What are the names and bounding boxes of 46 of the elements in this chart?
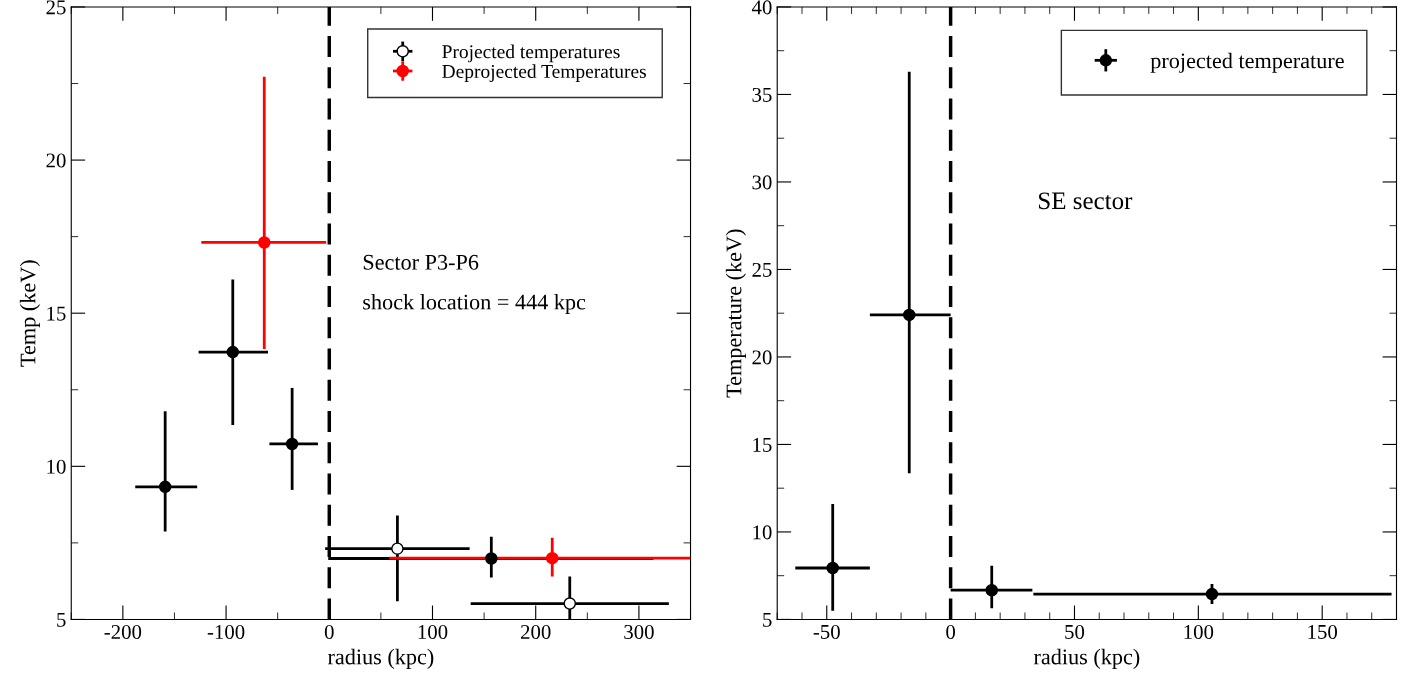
point — [391, 542, 404, 555]
x-axis-title: radius (kpc) — [1033, 648, 1140, 669]
y-tick-label: 10 — [47, 459, 66, 474]
point — [1205, 587, 1219, 601]
x-tick-label: 150 — [1308, 624, 1338, 639]
y-axis-title: Temp (keV) — [19, 260, 40, 367]
y-tick-label: 25 — [46, 0, 66, 15]
y-tick-label: 30 — [752, 175, 772, 190]
point — [826, 561, 839, 575]
y-tick-label: 10 — [753, 525, 772, 540]
y-axis-title: Temperature (keV) — [725, 229, 746, 398]
x-tick-label: 50 — [1065, 624, 1085, 639]
x-tick-label: -100 — [207, 624, 245, 639]
point — [903, 308, 916, 322]
y-tick-label: 15 — [753, 437, 772, 452]
x-tick-label: -50 — [813, 624, 840, 639]
y-tick-label: 20 — [752, 350, 772, 365]
point — [985, 583, 998, 597]
x-tick-label: 0 — [946, 624, 956, 639]
x-tick-label: 100 — [418, 624, 448, 639]
y-tick-label: 35 — [752, 87, 772, 102]
point — [485, 552, 498, 565]
legend-label: projected temperature — [1150, 52, 1344, 73]
point — [226, 345, 240, 359]
x-tick-label: -200 — [104, 624, 142, 639]
point — [258, 236, 271, 249]
x-tick-label: 200 — [521, 624, 551, 639]
y-tick-label: 5 — [763, 613, 772, 627]
point — [158, 480, 172, 494]
y-tick-label: 25 — [752, 262, 772, 277]
point — [545, 551, 559, 565]
point — [285, 437, 299, 451]
y-tick-label: 15 — [47, 306, 66, 321]
annotation: shock location = 444 kpc — [363, 293, 586, 315]
x-axis-title: radius (kpc) — [327, 648, 434, 669]
y-tick-label: 20 — [46, 153, 66, 168]
x-tick-label: 0 — [324, 624, 334, 639]
y-tick-label: 40 — [751, 0, 772, 15]
annotation: Sector P3-P6 — [363, 254, 479, 270]
point — [563, 597, 577, 610]
y-tick-label: 5 — [57, 613, 66, 627]
legend-label: Projected temperatures — [442, 44, 620, 63]
legend-label: Deprojected Temperatures — [442, 64, 646, 82]
x-tick-label: 300 — [624, 624, 654, 639]
x-tick-label: 100 — [1184, 624, 1214, 639]
annotation: SE sector — [1038, 192, 1133, 210]
